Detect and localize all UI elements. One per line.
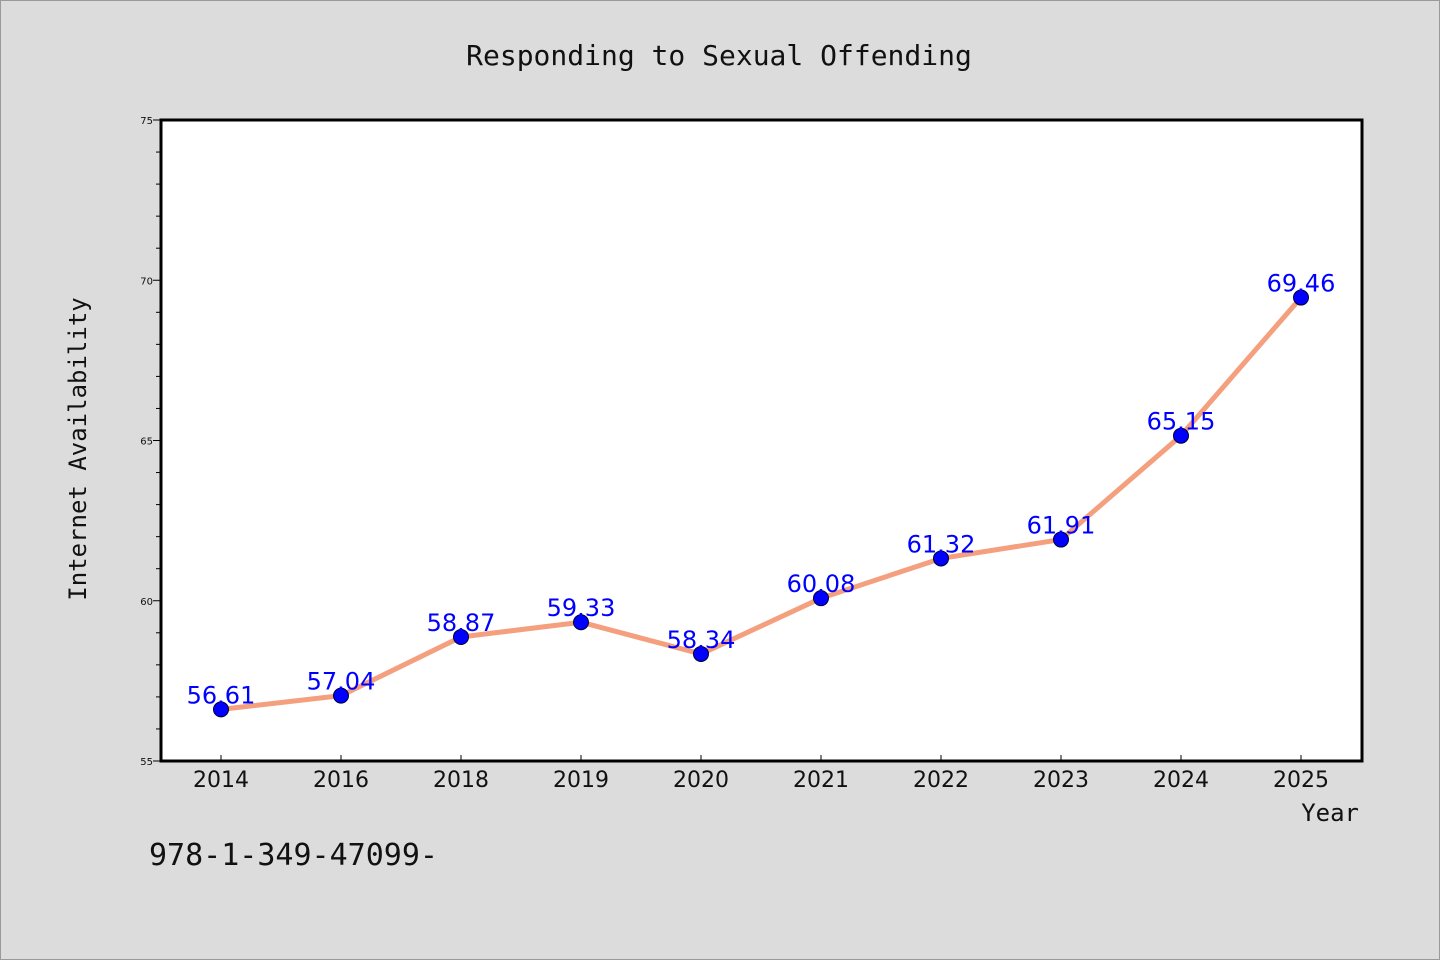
x-tick-label: 2022 bbox=[913, 768, 969, 793]
data-point bbox=[693, 645, 709, 662]
data-label: 60.08 bbox=[787, 570, 856, 598]
data-point bbox=[573, 614, 589, 631]
x-tick-label: 2025 bbox=[1273, 768, 1329, 793]
x-tick-label: 2019 bbox=[553, 768, 609, 793]
x-tick-label: 2014 bbox=[193, 768, 249, 793]
data-point bbox=[1053, 531, 1069, 548]
x-tick-label: 2020 bbox=[673, 768, 729, 793]
data-label: 58.87 bbox=[427, 609, 496, 637]
data-point bbox=[813, 590, 829, 607]
data-point bbox=[1293, 289, 1309, 306]
series-group: 56.61 57.04 58.87 59.33 58.34 60.08 61.32 61.91… bbox=[187, 270, 1336, 718]
data-label: 65.15 bbox=[1147, 408, 1216, 436]
y-axis: 55 60 65 70 75 bbox=[140, 116, 161, 768]
data-point bbox=[453, 628, 469, 645]
data-point bbox=[1173, 427, 1189, 444]
x-tick-label: 2016 bbox=[313, 768, 369, 793]
y-axis-label: Internet Availability bbox=[64, 297, 92, 600]
y-tick-label: 65 bbox=[140, 437, 153, 448]
data-label: 58.34 bbox=[667, 626, 736, 654]
data-label: 59.33 bbox=[547, 594, 616, 622]
series-line bbox=[218, 295, 1304, 712]
y-tick-label: 55 bbox=[140, 757, 153, 768]
data-point bbox=[933, 550, 949, 567]
chart-title: Responding to Sexual Offending bbox=[466, 39, 972, 72]
y-tick-label: 60 bbox=[140, 597, 153, 608]
footer-isbn: 978-1-349-47099- bbox=[149, 838, 438, 873]
x-axis-label: Year bbox=[1301, 799, 1359, 827]
data-label: 61.91 bbox=[1027, 512, 1096, 540]
x-tick-label: 2023 bbox=[1033, 768, 1089, 793]
data-label: 61.32 bbox=[907, 530, 976, 558]
data-point bbox=[333, 687, 349, 704]
plot-area bbox=[159, 118, 1364, 763]
y-tick-label: 75 bbox=[140, 116, 153, 127]
data-label: 69.46 bbox=[1267, 270, 1336, 298]
data-point bbox=[213, 701, 229, 718]
x-tick-label: 2024 bbox=[1153, 768, 1209, 793]
x-tick-label: 2018 bbox=[433, 768, 489, 793]
x-axis: 2014 2016 2018 2019 2020 2021 2022 2023 2024 2025 bbox=[193, 755, 1329, 793]
x-tick-label: 2021 bbox=[793, 768, 849, 793]
y-tick-label: 70 bbox=[140, 276, 153, 287]
data-label: 57.04 bbox=[307, 668, 376, 696]
data-label: 56.61 bbox=[187, 681, 256, 709]
